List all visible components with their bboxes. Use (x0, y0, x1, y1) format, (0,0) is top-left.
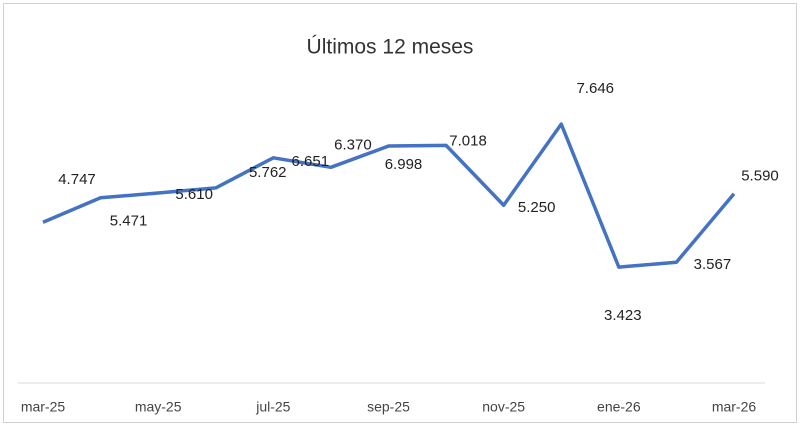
data-label: 7.646 (576, 80, 614, 97)
data-label: 5.471 (110, 213, 148, 230)
data-label: 6.370 (334, 136, 372, 153)
data-label: 4.747 (58, 171, 96, 188)
data-label: 3.423 (604, 307, 642, 324)
x-tick-label: mar-26 (712, 399, 757, 415)
x-tick-label: jul-25 (255, 399, 290, 415)
data-label: 5.250 (518, 199, 556, 216)
data-label: 3.567 (694, 256, 732, 273)
data-label: 5.590 (741, 168, 779, 185)
chart-title: Últimos 12 meses (307, 36, 474, 59)
x-tick-label: may-25 (135, 399, 182, 415)
data-label: 6.998 (385, 156, 423, 173)
x-tick-label: ene-26 (597, 399, 641, 415)
x-tick-label: sep-25 (367, 399, 410, 415)
x-tick-label: mar-25 (21, 399, 66, 415)
data-label: 6.651 (292, 153, 330, 170)
data-label: 5.610 (175, 186, 213, 203)
data-label: 7.018 (449, 132, 487, 149)
chart-frame (3, 3, 797, 423)
x-tick-label: nov-25 (482, 399, 525, 415)
line (42, 122, 736, 269)
data-label: 5.762 (249, 164, 287, 181)
